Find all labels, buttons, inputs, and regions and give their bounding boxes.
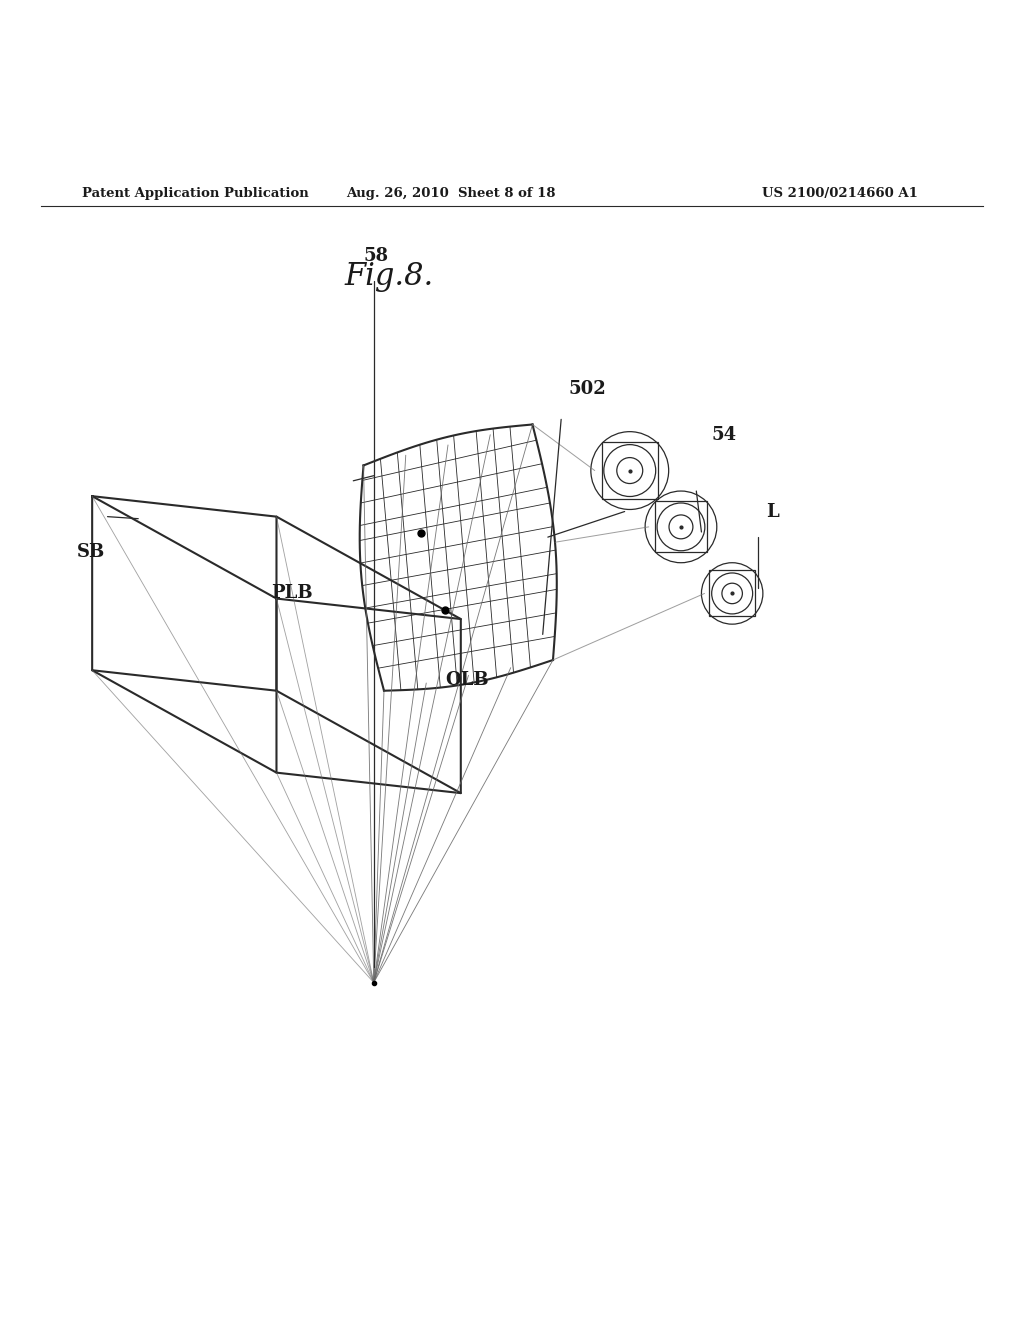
- Text: L: L: [766, 503, 778, 520]
- Bar: [709, 570, 756, 616]
- Text: US 2100/0214660 A1: US 2100/0214660 A1: [762, 186, 918, 199]
- Text: Patent Application Publication: Patent Application Publication: [82, 186, 308, 199]
- Text: 502: 502: [568, 380, 606, 397]
- Text: OLB: OLB: [445, 672, 489, 689]
- Text: Aug. 26, 2010  Sheet 8 of 18: Aug. 26, 2010 Sheet 8 of 18: [346, 186, 555, 199]
- Text: Fig.8.: Fig.8.: [344, 260, 434, 292]
- Bar: [602, 442, 658, 499]
- Text: 54: 54: [712, 426, 737, 444]
- Text: SB: SB: [77, 544, 105, 561]
- Text: PLB: PLB: [271, 585, 313, 602]
- Text: 58: 58: [364, 247, 389, 264]
- Bar: [655, 502, 707, 553]
